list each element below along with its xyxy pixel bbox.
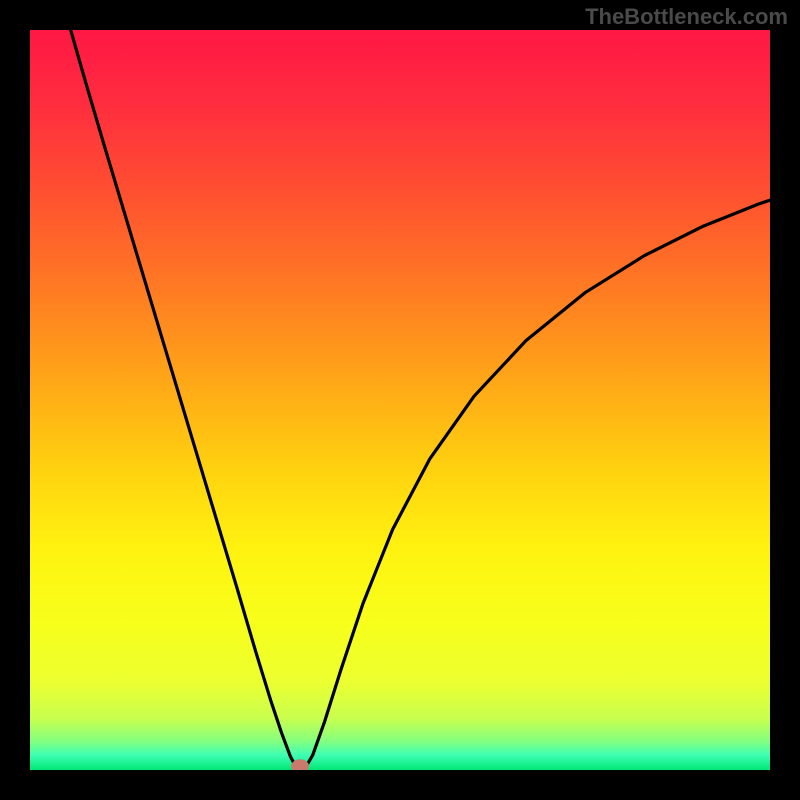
watermark-text: TheBottleneck.com: [585, 4, 788, 30]
chart-background: [30, 30, 770, 770]
chart-plot-area: [30, 30, 770, 770]
chart-svg: [30, 30, 770, 770]
